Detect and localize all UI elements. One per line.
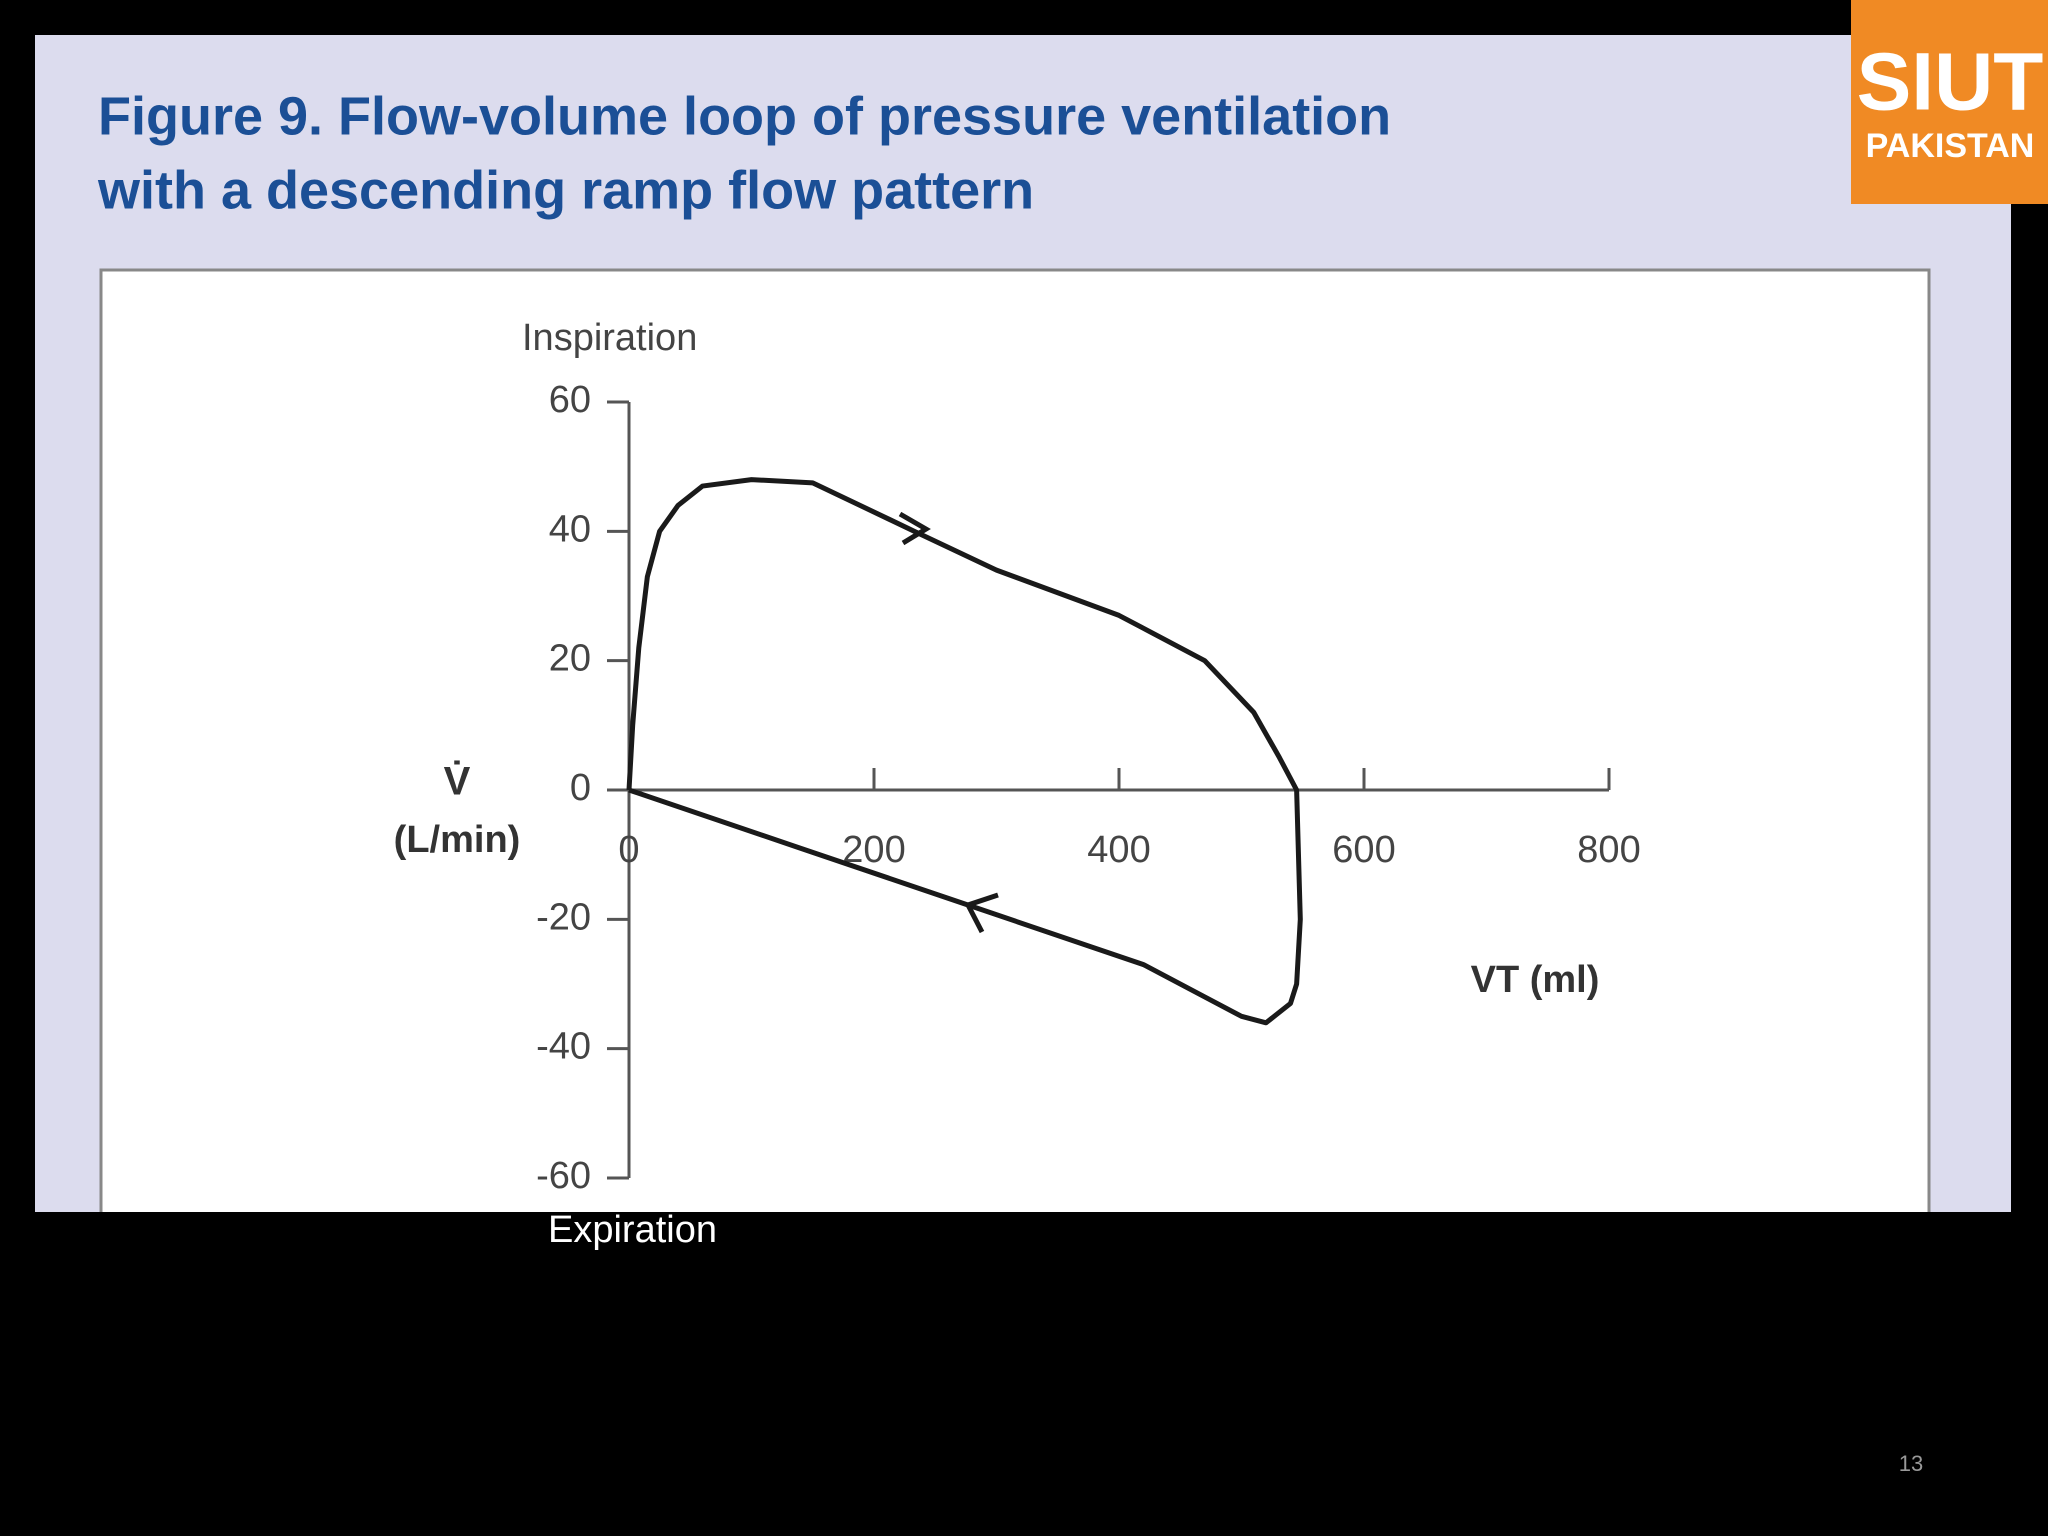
y-tick-label: -20 [536, 896, 591, 938]
logo-country: PAKISTAN [1866, 127, 2035, 165]
flow-volume-loop [626, 477, 1303, 1026]
chart-box [99, 268, 1931, 1222]
page-number: 13 [1899, 1451, 1923, 1476]
x-tick-label: 800 [1577, 829, 1640, 871]
y-tick-label: 20 [549, 638, 591, 680]
y-tick-label: 40 [549, 508, 591, 550]
x-axis-label: VT (ml) [1471, 959, 1600, 1001]
x-tick-label: 600 [1332, 829, 1395, 871]
y-tick-label: -40 [536, 1026, 591, 1068]
y-tick-label: 60 [549, 379, 591, 421]
y-tick-label: -60 [536, 1155, 591, 1197]
chart-title: Figure 9. Flow-volume loop of pressure v… [98, 86, 1391, 146]
logo-box [1851, 0, 2048, 204]
bottom-band [0, 1212, 2048, 1224]
x-tick-label: 400 [1087, 829, 1150, 871]
direction-arrow [964, 892, 999, 934]
bottom-label: Expiration [548, 1209, 717, 1251]
top-label: Inspiration [522, 317, 697, 359]
x-tick-label: 0 [618, 829, 639, 871]
logo-name: SIUT [1857, 37, 2044, 128]
direction-arrow [898, 511, 931, 546]
chart-title: with a descending ramp flow pattern [97, 160, 1034, 220]
y-tick-label: 0 [570, 767, 591, 809]
y-axis-symbol: V̇ [444, 759, 471, 804]
y-axis-unit: (L/min) [394, 819, 521, 861]
